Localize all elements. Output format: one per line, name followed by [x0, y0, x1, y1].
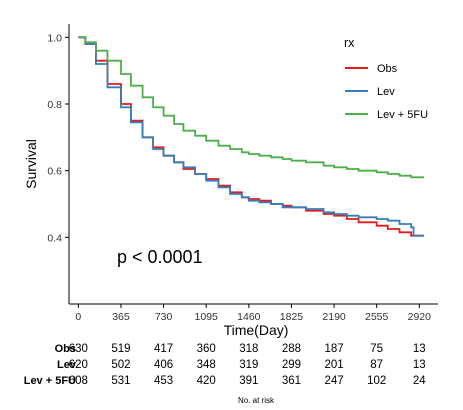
x-tick-label: 2920	[408, 311, 432, 323]
curve-lev-5fu	[78, 36, 424, 179]
risk-cell: 630	[69, 343, 88, 355]
x-tick-label: 1825	[280, 311, 304, 323]
risk-cell: 531	[111, 375, 130, 387]
risk-cell: 201	[324, 359, 343, 371]
x-tick-label: 2555	[365, 311, 389, 323]
x-tick-label: 0	[75, 311, 81, 323]
risk-cell: 247	[324, 375, 343, 387]
risk-cell: 519	[111, 343, 130, 355]
risk-cell: 406	[154, 359, 173, 371]
risk-cell: 75	[370, 343, 383, 355]
legend-label-lev: Lev	[377, 86, 395, 98]
curve-obs	[78, 36, 424, 237]
risk-cell: 288	[282, 343, 301, 355]
y-tick-label: 0.6	[47, 166, 62, 178]
x-axis-title: Time(Day)	[224, 322, 289, 338]
risk-cell: 319	[239, 359, 258, 371]
risk-cell: 420	[197, 375, 216, 387]
legend-label-obs: Obs	[377, 63, 398, 75]
y-ticks: 0.4 0.6 0.8 1.0	[47, 32, 69, 244]
risk-row-label-obs: Obs	[55, 343, 76, 355]
risk-cell: 620	[69, 359, 88, 371]
risk-cell: 348	[197, 359, 216, 371]
risk-cell: 102	[367, 375, 386, 387]
risk-cell: 453	[154, 375, 173, 387]
x-tick-label: 1095	[195, 311, 219, 323]
y-axis-title: Survival	[23, 139, 39, 189]
x-tick-label: 2190	[322, 311, 346, 323]
p-value-annotation: p < 0.0001	[117, 247, 203, 267]
legend-label-lev-5fu: Lev + 5FU	[377, 109, 428, 121]
risk-cell: 502	[111, 359, 130, 371]
risk-row-label-lev: Lev	[57, 359, 77, 371]
y-tick-label: 1.0	[47, 32, 62, 44]
risk-cell: 318	[239, 343, 258, 355]
risk-row-label-lev-5fu: Lev + 5FU	[24, 375, 76, 387]
risk-cell: 391	[239, 375, 258, 387]
risk-cell: 360	[197, 343, 216, 355]
risk-cell: 299	[282, 359, 301, 371]
risk-cell: 13	[413, 359, 426, 371]
legend-title: rx	[344, 36, 355, 50]
legend-items: Obs Lev Lev + 5FU	[345, 63, 428, 121]
x-tick-label: 730	[155, 311, 173, 323]
y-tick-label: 0.8	[47, 99, 62, 111]
risk-cell: 13	[413, 343, 426, 355]
risk-cell: 24	[413, 375, 426, 387]
legend: rx Obs Lev Lev + 5FU	[344, 36, 428, 121]
risk-cell: 417	[154, 343, 173, 355]
risk-cell: 187	[324, 343, 343, 355]
curve-lev	[78, 36, 424, 237]
survival-curves	[78, 36, 424, 237]
risk-cell: 608	[69, 375, 88, 387]
risk-cell: 87	[370, 359, 383, 371]
x-tick-label: 365	[112, 311, 130, 323]
y-tick-label: 0.4	[47, 232, 62, 244]
risk-cell: 361	[282, 375, 301, 387]
risk-table-title: No. at risk	[238, 396, 275, 405]
x-ticks: 0 365 730 1095 1460 1825 2190 2555 2920	[75, 304, 431, 323]
x-tick-label: 1460	[237, 311, 261, 323]
